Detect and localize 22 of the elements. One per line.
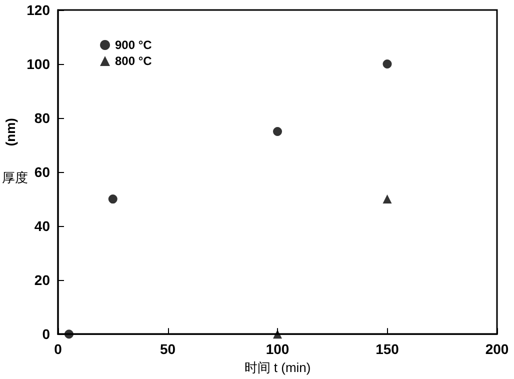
point <box>273 127 282 136</box>
y-tick-label: 40 <box>34 218 50 234</box>
y-tick-label: 0 <box>42 326 50 342</box>
y-tick-label: 60 <box>34 164 50 180</box>
x-tick-label: 200 <box>485 341 509 358</box>
point <box>108 194 118 204</box>
y-tick-label: 20 <box>34 272 50 288</box>
text: 厚度 (nm) <box>2 118 28 186</box>
y-tick-label: 120 <box>26 2 50 18</box>
y-tick-label: 100 <box>26 56 50 72</box>
point <box>64 330 74 339</box>
point <box>382 194 392 204</box>
point <box>382 60 392 69</box>
legend-label: 800 °C <box>115 54 152 68</box>
legend-label: 900 °C <box>115 38 152 52</box>
x-tick-label: 50 <box>160 341 176 358</box>
point <box>273 330 282 339</box>
x-axis-title: 时间 t (min) <box>244 360 311 375</box>
x-tick-label: 0 <box>54 341 62 358</box>
y-tick-label: 80 <box>34 110 50 126</box>
x-tick-label: 150 <box>376 341 400 358</box>
x-tick-label: 100 <box>266 341 290 358</box>
